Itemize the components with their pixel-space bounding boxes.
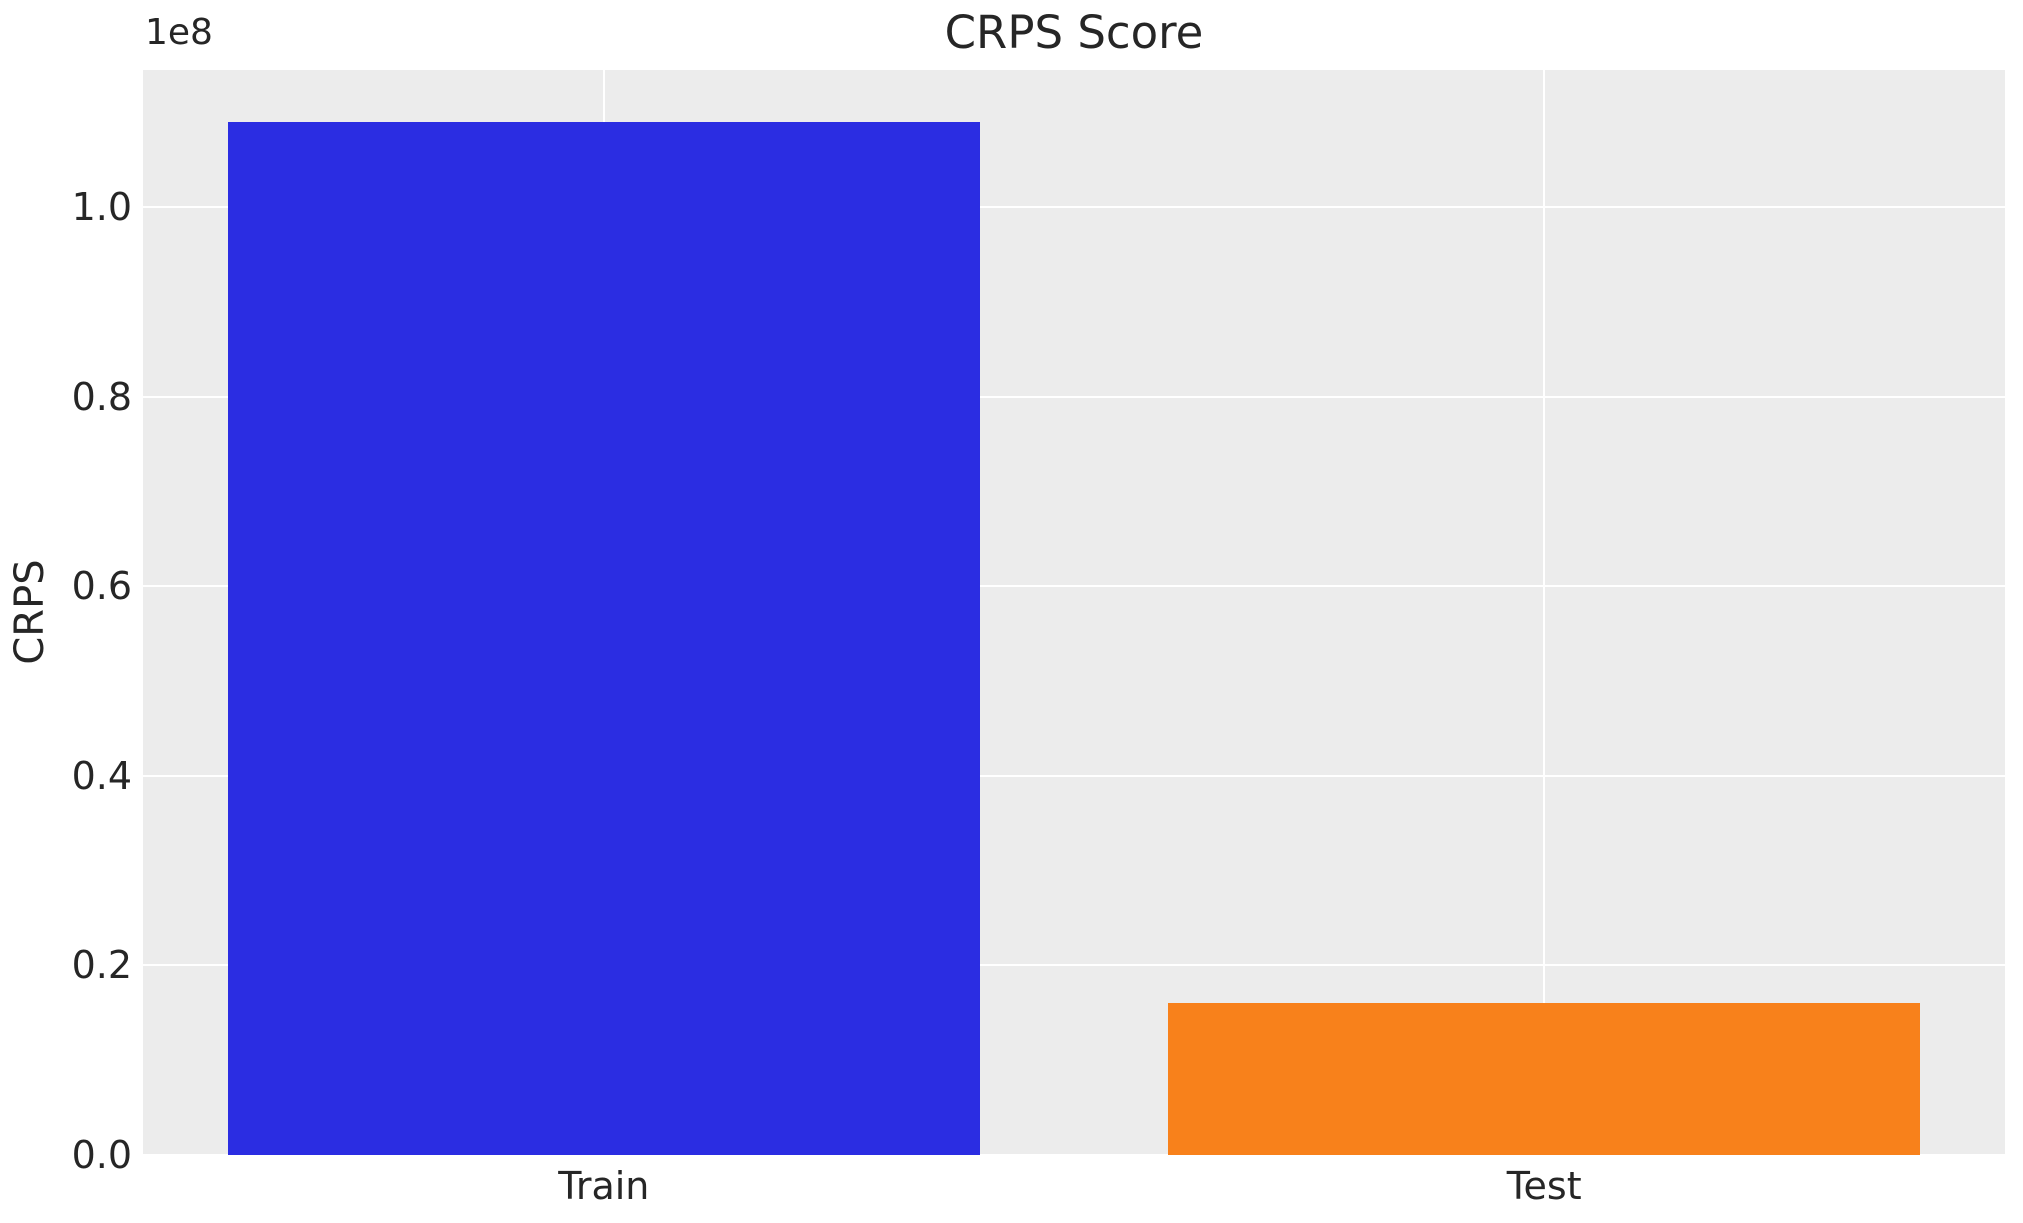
y-tick-label: 0.0 xyxy=(71,1133,132,1177)
y-tick-label: 0.8 xyxy=(71,374,132,419)
plot-area xyxy=(143,70,2005,1156)
gridline-horizontal xyxy=(143,1154,2005,1156)
y-tick-label: 0.4 xyxy=(71,753,132,798)
gridline-vertical xyxy=(1543,70,1546,1155)
gridline-horizontal xyxy=(143,964,2005,967)
y-tick-label: 0.2 xyxy=(71,943,132,988)
bar-train xyxy=(227,121,980,1155)
gridline-horizontal xyxy=(143,774,2005,777)
x-tick-label-test: Test xyxy=(1506,1164,1582,1208)
y-tick-label: 0.6 xyxy=(71,564,132,609)
gridline-horizontal xyxy=(143,395,2005,398)
gridline-horizontal xyxy=(143,205,2005,208)
bar-test xyxy=(1168,1003,1921,1155)
y-tick-label: 1.0 xyxy=(71,184,132,229)
chart-title: CRPS Score xyxy=(944,6,1204,59)
gridline-horizontal xyxy=(143,585,2005,588)
x-tick-label-train: Train xyxy=(558,1164,650,1208)
y-axis-offset-label: 1e8 xyxy=(145,12,213,53)
